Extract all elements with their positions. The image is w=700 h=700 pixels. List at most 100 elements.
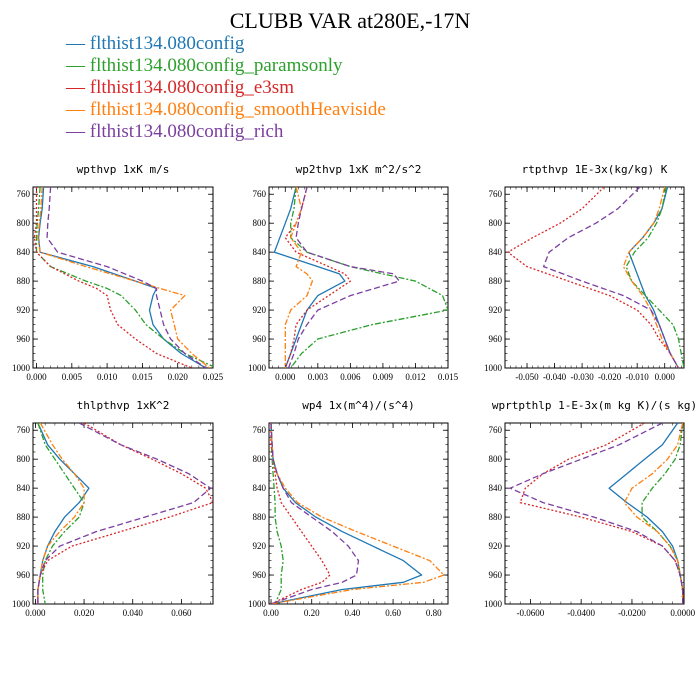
y-tick-label: 920	[17, 541, 31, 551]
chart-panel: thlpthvp 1xK^2 760 800 840 880 920 960 10000.00…	[12, 399, 214, 618]
legend-swatch: —	[66, 77, 90, 98]
legend-swatch: —	[66, 121, 90, 142]
series-line	[284, 187, 352, 368]
x-tick-label: 0.80	[426, 608, 442, 618]
legend-swatch: —	[66, 33, 90, 54]
series-line	[509, 423, 684, 604]
series-line	[507, 187, 680, 368]
plot-frame	[504, 186, 685, 369]
y-tick-label: 800	[253, 454, 267, 464]
x-tick-label: 0.000	[275, 372, 296, 382]
legend-label: flthist134.080config_e3sm	[89, 77, 294, 98]
legend: — flthist134.080config — flthist134.080c…	[66, 33, 386, 143]
series-line	[37, 423, 85, 604]
x-tick-label: -0.0200	[618, 608, 646, 618]
y-tick-label: 1000	[248, 363, 267, 373]
series-line	[37, 423, 85, 604]
y-tick-label: 800	[253, 218, 267, 228]
x-tick-label: 0.015	[438, 372, 459, 382]
page-title: CLUBB VAR at280E,-17N	[229, 8, 471, 33]
x-tick-label: -0.0400	[567, 608, 595, 618]
y-tick-label: 840	[253, 483, 267, 493]
x-tick-label: 0.040	[123, 608, 144, 618]
series-line	[284, 187, 314, 368]
x-tick-label: 0.009	[373, 372, 394, 382]
y-tick-label: 960	[489, 334, 503, 344]
x-tick-label: 0.025	[203, 372, 224, 382]
plot-frame	[504, 422, 685, 605]
y-tick-label: 920	[253, 541, 267, 551]
x-tick-label: 0.060	[171, 608, 192, 618]
y-tick-label: 1000	[484, 599, 503, 609]
series-line	[37, 423, 213, 604]
series-line	[33, 187, 193, 368]
y-tick-label: 840	[17, 483, 31, 493]
legend-label: flthist134.080config_rich	[89, 121, 284, 142]
series-line	[519, 423, 684, 604]
x-tick-label: 0.015	[132, 372, 153, 382]
y-tick-label: 800	[489, 218, 503, 228]
x-tick-label: -0.010	[626, 372, 650, 382]
legend-swatch: —	[66, 55, 90, 76]
series-line	[628, 187, 680, 368]
x-tick-label: 0.006	[340, 372, 361, 382]
y-tick-label: 1000	[484, 363, 503, 373]
series-line	[270, 423, 284, 604]
series-line	[608, 423, 684, 604]
chart-title: wp2thvp 1xK m^2/s^2	[296, 163, 422, 176]
x-tick-label: -0.030	[570, 372, 594, 382]
plot-frame	[32, 422, 214, 605]
plot-frame	[32, 186, 214, 369]
y-tick-label: 800	[17, 454, 31, 464]
y-tick-label: 920	[17, 305, 31, 315]
x-tick-label: 0.00	[263, 608, 279, 618]
series-line	[290, 187, 448, 368]
x-tick-label: 0.010	[97, 372, 118, 382]
legend-swatch: —	[66, 99, 90, 120]
x-tick-label: -0.020	[598, 372, 622, 382]
legend-item: — flthist134.080config	[66, 33, 386, 55]
chart-title: thlpthvp 1xK^2	[77, 399, 170, 412]
x-tick-label: 0.005	[62, 372, 83, 382]
y-tick-label: 960	[489, 570, 503, 580]
y-tick-label: 1000	[12, 363, 31, 373]
series-line	[625, 187, 684, 368]
x-tick-label: 0.003	[308, 372, 329, 382]
y-tick-label: 920	[489, 305, 503, 315]
y-tick-label: 920	[253, 305, 267, 315]
series-line	[37, 423, 90, 604]
legend-label: flthist134.080config_paramsonly	[89, 55, 343, 76]
chart-panel: wpthvp 1xK m/s76080084088092096010000.00…	[12, 163, 224, 382]
y-tick-label: 880	[17, 512, 31, 522]
x-tick-label: 0.020	[168, 372, 189, 382]
series-line	[623, 423, 684, 604]
x-tick-label: 0.20	[304, 608, 320, 618]
y-tick-label: 760	[17, 425, 31, 435]
chart-panel: wp4 1x(m^4)/(s^4)76080084088092096010000…	[248, 399, 449, 618]
x-tick-label: 0.020	[74, 608, 95, 618]
y-tick-label: 880	[17, 276, 31, 286]
x-tick-label: -0.050	[515, 372, 539, 382]
y-tick-label: 800	[17, 218, 31, 228]
y-tick-label: 840	[253, 247, 267, 257]
legend-item: — flthist134.080config_paramsonly	[66, 55, 386, 77]
y-tick-label: 840	[17, 247, 31, 257]
y-tick-label: 880	[489, 512, 503, 522]
y-tick-label: 760	[17, 189, 31, 199]
x-tick-label: 0.40	[345, 608, 361, 618]
y-tick-label: 840	[489, 483, 503, 493]
legend-item: — flthist134.080config_e3sm	[66, 77, 386, 99]
chart-title: wprtpthlp 1-E-3x(m kg K)/(s kg)	[492, 399, 697, 412]
chart-panel: rtpthvp 1E-3x(kg/kg) K 760 800 840 880 920 960…	[484, 163, 685, 382]
series-line	[270, 423, 423, 604]
series-line	[287, 187, 400, 368]
y-tick-label: 960	[17, 334, 31, 344]
y-tick-label: 760	[253, 189, 267, 199]
y-tick-label: 960	[253, 334, 267, 344]
legend-label: flthist134.080config_smoothHeaviside	[89, 99, 386, 120]
y-tick-label: 920	[489, 541, 503, 551]
x-tick-label: -0.0600	[517, 608, 545, 618]
series-line	[641, 423, 684, 604]
plot-frame	[268, 186, 449, 369]
